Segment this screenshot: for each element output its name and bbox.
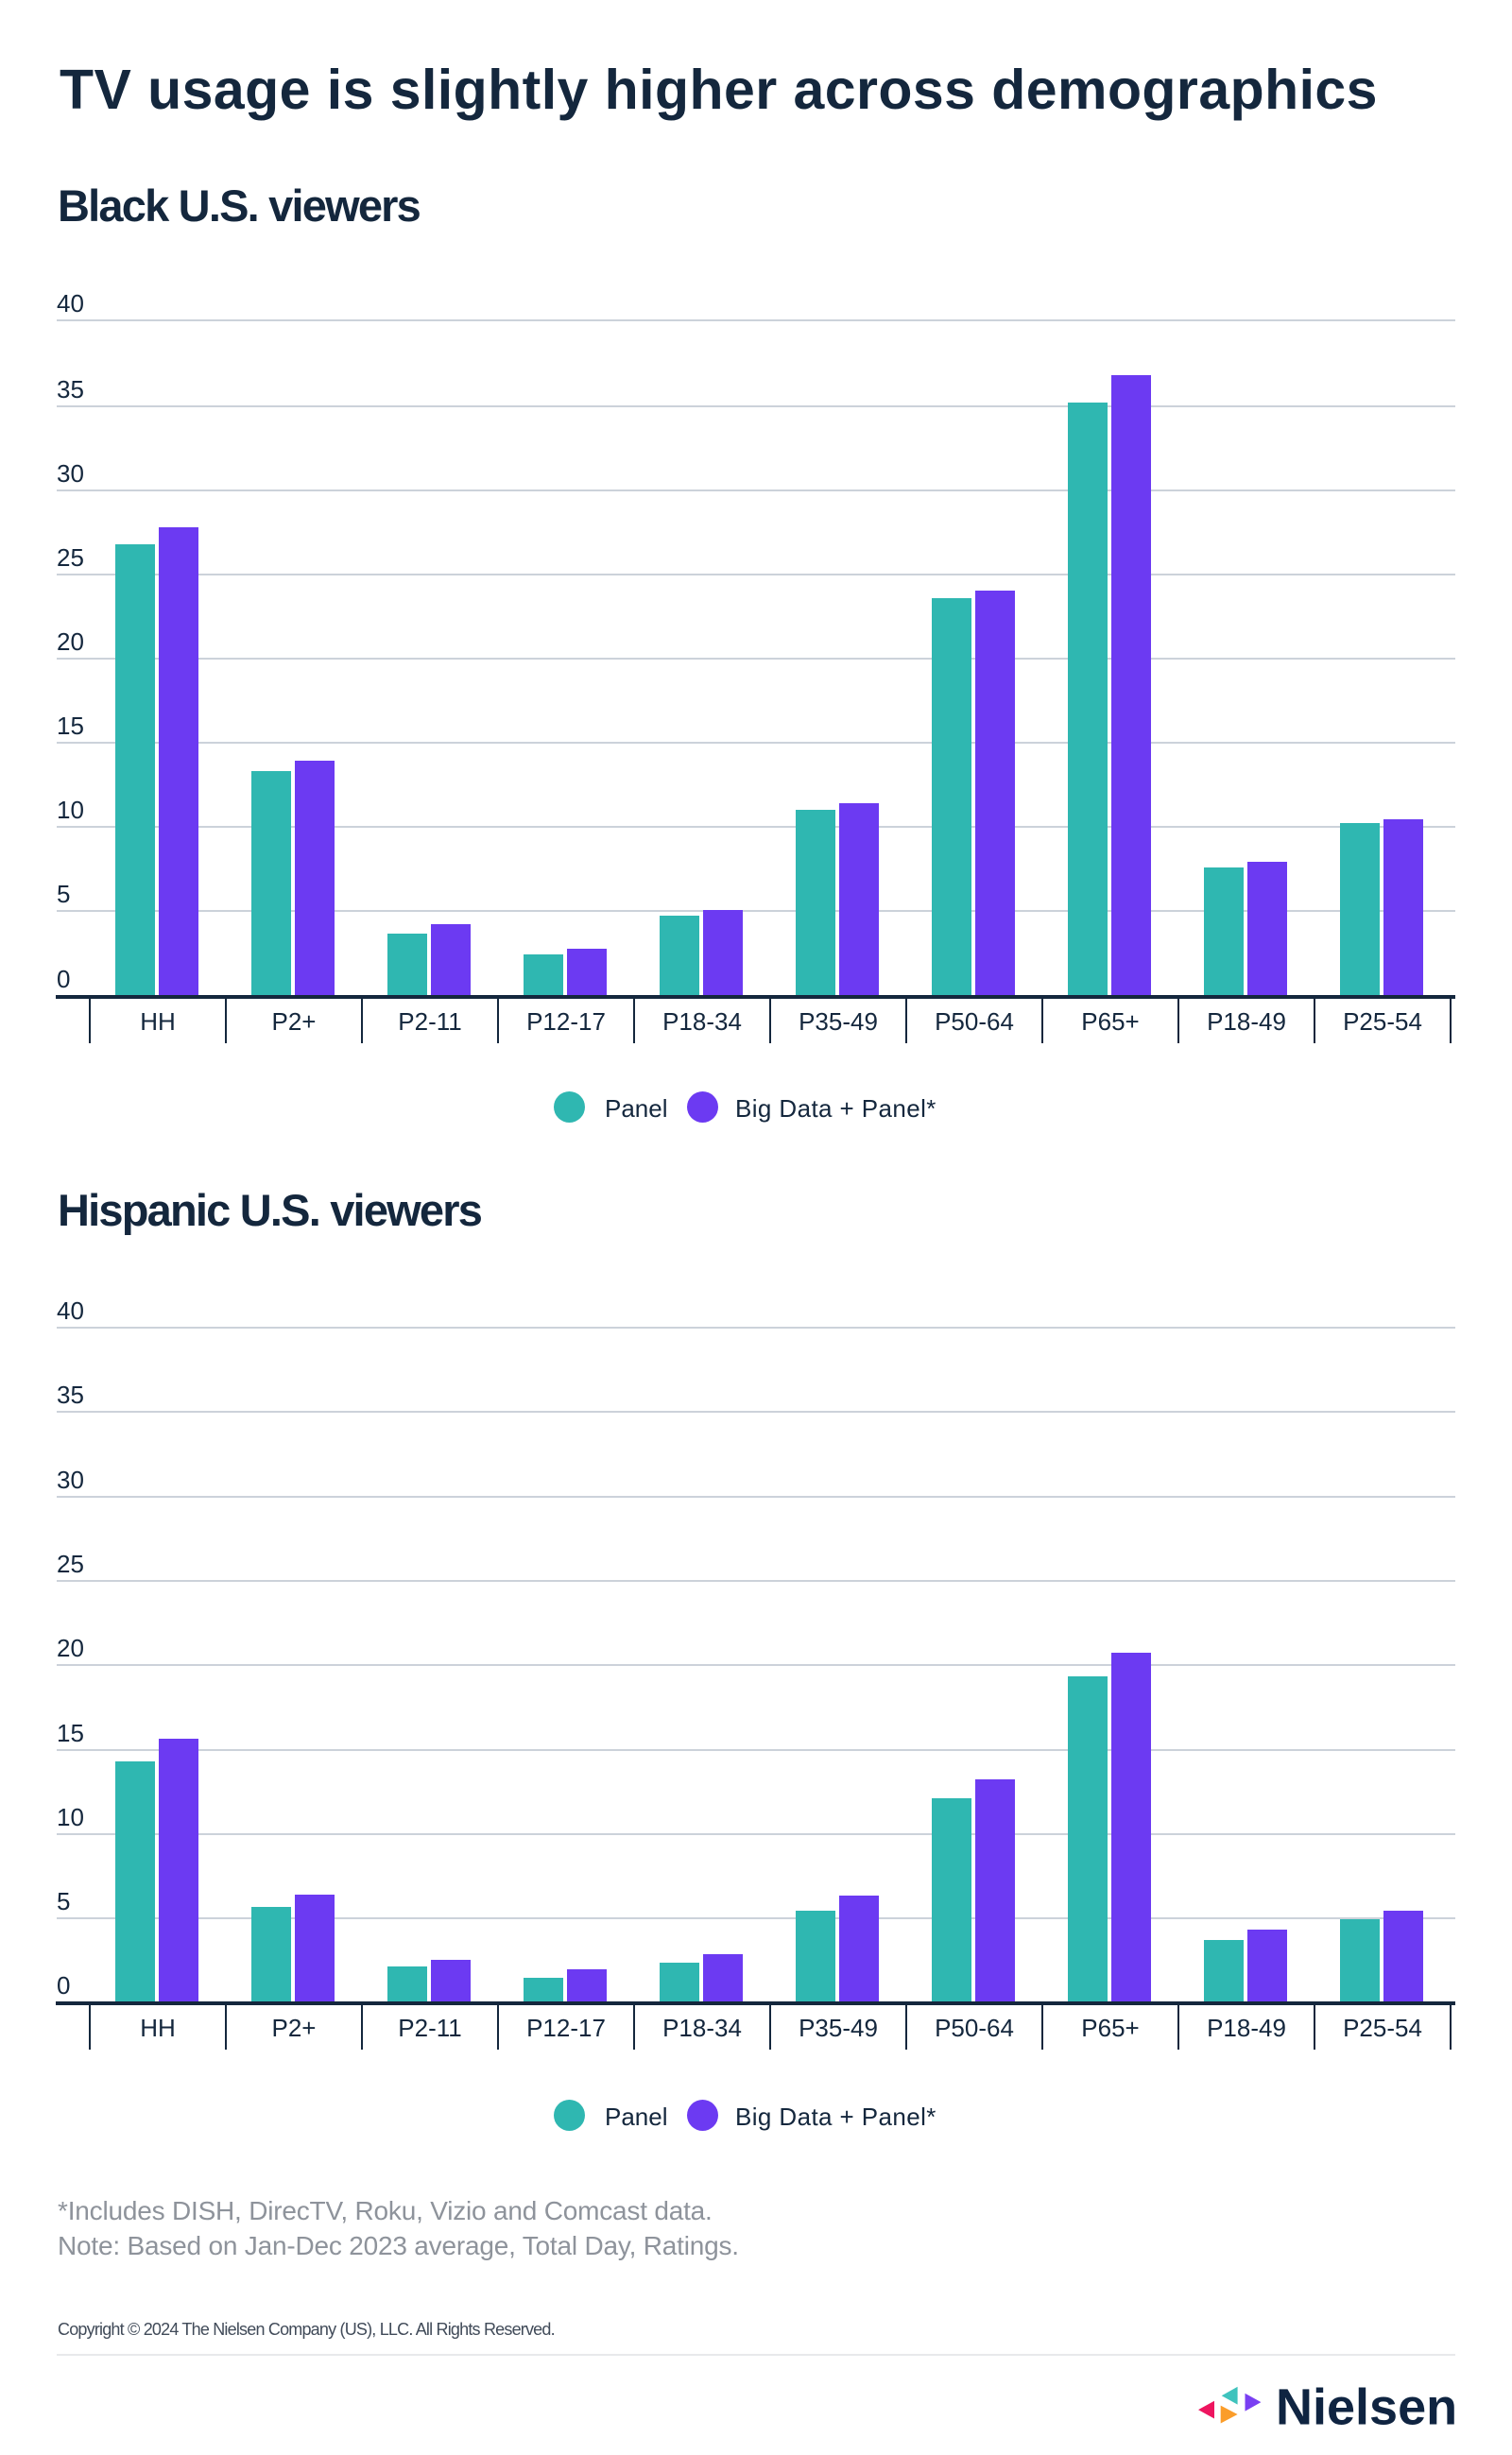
svg-text:Nielsen: Nielsen	[1276, 2379, 1457, 2429]
